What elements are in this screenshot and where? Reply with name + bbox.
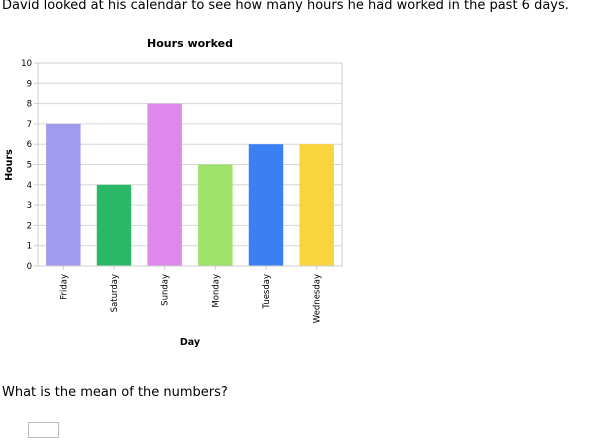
y-tick-label: 7 — [27, 120, 32, 130]
y-tick-label: 10 — [21, 59, 32, 69]
bar-tuesday — [248, 144, 284, 266]
y-tick-label: 3 — [27, 201, 32, 211]
bar-wednesday — [299, 144, 334, 266]
x-axis-ticks: Friday Saturday Sunday Monday Tuesday Wednesd… — [59, 266, 323, 323]
y-axis-label: Hours — [4, 149, 15, 181]
x-tick-label: Sunday — [161, 274, 171, 306]
x-tick-label: Saturday — [110, 274, 120, 312]
chart-bars — [46, 103, 334, 267]
x-tick-label: Wednesday — [313, 274, 323, 323]
x-tick-label: Tuesday — [262, 274, 272, 310]
y-tick-label: 9 — [27, 79, 32, 89]
y-tick-label: 5 — [27, 161, 32, 171]
x-axis-label: Day — [180, 337, 201, 348]
y-tick-label: 8 — [27, 100, 32, 110]
y-axis-ticks: 0 1 2 3 4 5 6 7 8 9 10 — [21, 59, 38, 272]
bar-friday — [46, 123, 81, 267]
y-tick-label: 0 — [27, 262, 32, 272]
bar-sunday — [147, 103, 182, 266]
y-tick-label: 6 — [27, 140, 32, 150]
x-tick-label: Friday — [59, 274, 69, 300]
bar-saturday — [96, 184, 132, 266]
chart-gridlines — [38, 82, 342, 247]
y-tick-label: 2 — [27, 221, 32, 231]
problem-prompt: David looked at his calendar to see how … — [2, 0, 569, 13]
plot-area-border — [37, 62, 343, 267]
y-tick-label: 1 — [27, 242, 32, 252]
x-tick-label: Monday — [211, 274, 221, 308]
question-text: What is the mean of the numbers? — [2, 385, 228, 400]
answer-input[interactable] — [28, 422, 59, 438]
bar-monday — [198, 164, 233, 266]
chart-title: Hours worked — [147, 37, 233, 50]
y-tick-label: 4 — [27, 181, 32, 191]
